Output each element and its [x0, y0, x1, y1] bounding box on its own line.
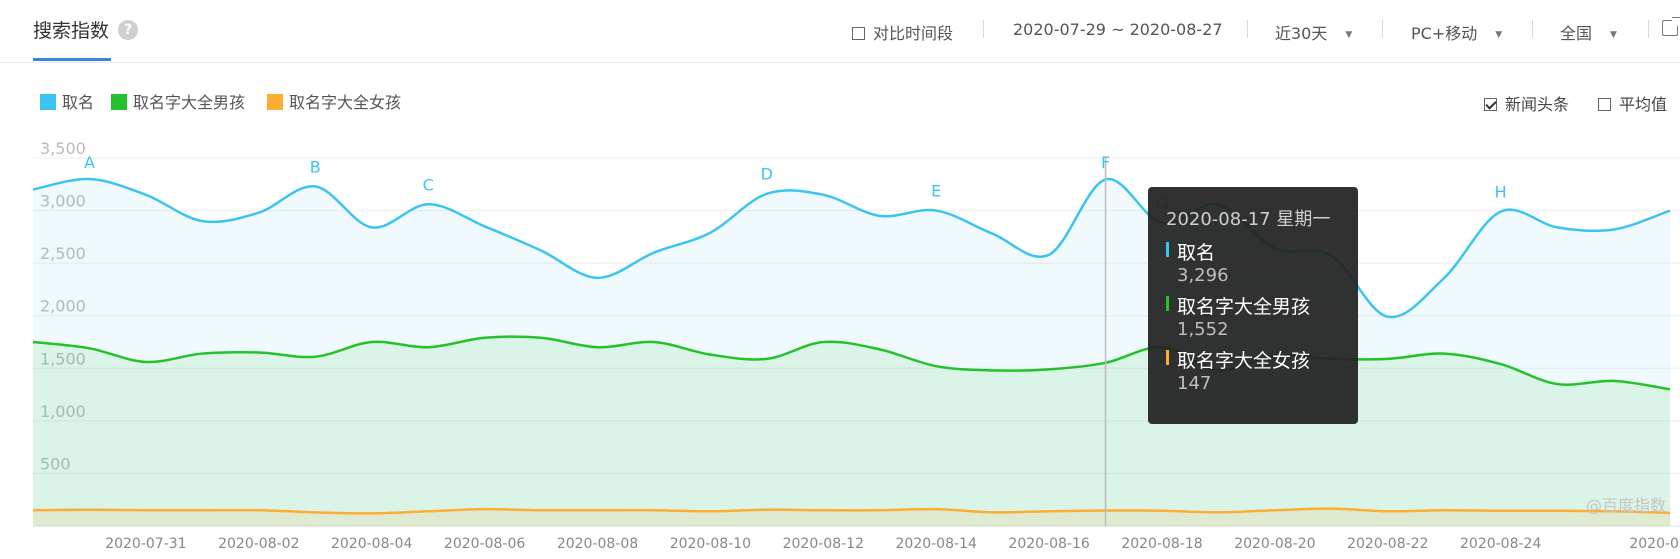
divider: [983, 20, 984, 38]
series-area-1: [33, 336, 1671, 526]
tooltip-series-name: 取名字大全男孩: [1166, 292, 1358, 319]
news-marker-H: H: [1495, 183, 1507, 202]
news-label: 新闻头条: [1505, 95, 1570, 114]
x-tick-label: 2020-08-06: [444, 536, 525, 552]
x-tick-label: 2020-08-14: [896, 536, 977, 552]
news-headline-toggle[interactable]: 新闻头条: [1484, 91, 1569, 115]
tooltip-name-text: 取名字大全女孩: [1177, 350, 1311, 372]
tooltip-color-marker: [1166, 350, 1169, 365]
region-value: 全国: [1560, 24, 1593, 43]
legend-label: 取名: [62, 93, 95, 112]
x-tick-label: 2020-08-22: [1347, 536, 1428, 552]
x-tick-label: 2020-08-08: [557, 536, 638, 552]
header-bar: 搜索指数 ? 对比时间段 2020-07-29 ~ 2020-08-27 近30…: [0, 0, 1680, 63]
divider: [1382, 20, 1383, 38]
question-mark-icon[interactable]: ?: [118, 20, 138, 40]
tooltip-name-text: 取名: [1177, 242, 1216, 264]
legend-swatch: [267, 94, 283, 110]
tooltip-series-value: 147: [1177, 373, 1212, 394]
caret-down-icon: ▼: [1345, 30, 1353, 40]
divider: [1648, 20, 1649, 38]
y-tick-label: 3,000: [40, 192, 86, 211]
legend-label: 取名字大全女孩: [289, 93, 402, 112]
page-title: 搜索指数: [33, 20, 110, 42]
x-tick-label: 2020-08-10: [670, 536, 751, 552]
compare-label: 对比时间段: [873, 24, 954, 43]
watermark: @百度指数: [1586, 496, 1667, 515]
legend-label: 取名字大全男孩: [133, 93, 246, 112]
legend-swatch: [111, 94, 127, 110]
series-line-2: [32, 507, 1671, 515]
x-tick-label: 2020-08-24: [1460, 536, 1541, 552]
tooltip-series-value: 3,296: [1177, 265, 1229, 286]
tooltip-series-name: 取名字大全女孩: [1166, 346, 1358, 373]
y-tick-label: 1,500: [40, 349, 86, 368]
average-checkbox[interactable]: [1598, 98, 1611, 111]
chart-tooltip: 2020-08-17 星期一 取名 3,296 取名字大全男孩 1,552 取名…: [1148, 187, 1358, 424]
caret-down-icon: ▼: [1495, 30, 1503, 40]
news-checkbox[interactable]: [1484, 98, 1497, 111]
news-marker-B: B: [310, 157, 321, 176]
legend-item-series-2[interactable]: 取名字大全女孩: [267, 89, 401, 113]
news-marker-D: D: [761, 165, 773, 184]
active-tab-indicator: [33, 58, 111, 61]
caret-down-icon: ▼: [1610, 30, 1617, 40]
news-marker-E: E: [931, 182, 941, 201]
device-value: PC+移动: [1411, 24, 1478, 43]
divider: [1247, 20, 1248, 38]
y-tick-label: 2,500: [40, 244, 86, 263]
series-line-1: [32, 335, 1671, 391]
x-tick-label: 2020-08-20: [1234, 536, 1315, 552]
series-area-2: [33, 508, 1671, 526]
period-select[interactable]: 近30天 ▼: [1275, 20, 1352, 44]
tooltip-date: 2020-08-17 星期一: [1166, 209, 1331, 230]
y-tick-label: 1,000: [40, 402, 86, 421]
date-range-picker[interactable]: 2020-07-29 ~ 2020-08-27: [1013, 20, 1223, 39]
x-tick-label: 2020-08-18: [1121, 536, 1202, 552]
series-line-0: [32, 177, 1671, 319]
x-tick-label: 2020-08-16: [1008, 536, 1089, 552]
x-tick-label: 2020-08-27: [1629, 536, 1680, 552]
compare-period-toggle[interactable]: 对比时间段: [852, 20, 953, 44]
x-tick-label: 2020-08-12: [783, 536, 864, 552]
y-tick-label: 500: [40, 454, 71, 473]
tooltip-color-marker: [1166, 242, 1169, 257]
tooltip-series-name: 取名: [1166, 238, 1358, 265]
legend-item-series-0[interactable]: 取名: [40, 89, 94, 113]
x-tick-label: 2020-08-04: [331, 536, 412, 552]
x-tick-label: 2020-08-02: [218, 536, 299, 552]
legend-swatch: [40, 94, 56, 110]
y-tick-label: 3,500: [40, 139, 86, 158]
average-toggle[interactable]: 平均值: [1598, 91, 1667, 115]
x-tick-label: 2020-07-31: [105, 536, 186, 552]
news-marker-A: A: [84, 153, 95, 172]
tooltip-series-value: 1,552: [1177, 319, 1229, 340]
external-link-icon[interactable]: [1662, 17, 1680, 36]
tooltip-color-marker: [1166, 296, 1169, 311]
news-marker-C: C: [423, 175, 434, 194]
average-label: 平均值: [1619, 95, 1668, 114]
region-select[interactable]: 全国 ▼: [1560, 20, 1617, 44]
y-tick-label: 2,000: [40, 297, 86, 316]
tooltip-name-text: 取名字大全男孩: [1177, 296, 1311, 318]
period-value: 近30天: [1275, 24, 1328, 43]
compare-checkbox[interactable]: [852, 27, 865, 40]
news-marker-F: F: [1101, 153, 1110, 172]
legend-item-series-1[interactable]: 取名字大全男孩: [111, 89, 245, 113]
divider: [1532, 20, 1533, 38]
device-select[interactable]: PC+移动 ▼: [1411, 20, 1502, 44]
